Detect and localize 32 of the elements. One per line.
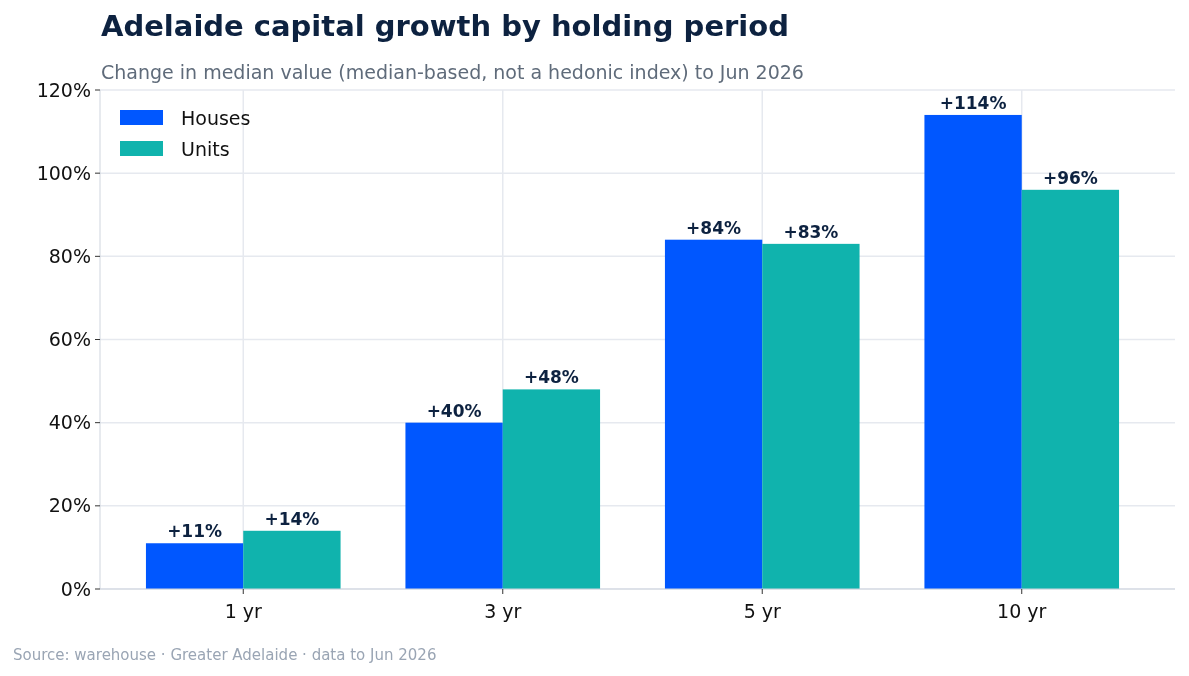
data-label: +48% bbox=[523, 367, 579, 388]
bar bbox=[405, 422, 503, 589]
bar bbox=[924, 114, 1022, 589]
bar bbox=[664, 239, 763, 589]
legend-label: Houses bbox=[181, 106, 251, 129]
bar bbox=[502, 389, 601, 589]
bar bbox=[762, 243, 860, 589]
bar bbox=[243, 530, 341, 589]
data-label: +83% bbox=[783, 221, 839, 242]
data-label: +114% bbox=[939, 92, 1007, 113]
chart-title: Adelaide capital growth by holding period bbox=[101, 9, 789, 43]
x-tick-label: 5 yr bbox=[743, 600, 782, 622]
data-label: +96% bbox=[1042, 167, 1098, 188]
x-tick-label: 10 yr bbox=[997, 600, 1047, 622]
data-label: +84% bbox=[686, 217, 742, 238]
y-tick-label: 120% bbox=[36, 78, 91, 101]
data-label: +40% bbox=[426, 400, 482, 421]
legend-label: Units bbox=[181, 137, 230, 160]
y-tick-label: 60% bbox=[48, 328, 91, 351]
bar bbox=[1021, 189, 1120, 589]
y-tick-label: 80% bbox=[48, 244, 91, 267]
y-tick-label: 20% bbox=[48, 494, 91, 517]
y-tick-label: 40% bbox=[48, 411, 91, 434]
source-note: Source: warehouse · Greater Adelaide · data to Jun 2026 bbox=[13, 646, 437, 664]
x-tick-label: 3 yr bbox=[484, 600, 522, 622]
data-label: +11% bbox=[167, 521, 223, 542]
chart-subtitle: Change in median value (median-based, not a hedonic index) to Jun 2026 bbox=[101, 61, 804, 83]
data-label: +14% bbox=[264, 508, 320, 529]
bar bbox=[145, 543, 244, 589]
x-tick-label: 1 yr bbox=[224, 600, 263, 622]
y-tick-label: 100% bbox=[36, 161, 91, 184]
y-tick-label: 0% bbox=[60, 577, 91, 600]
